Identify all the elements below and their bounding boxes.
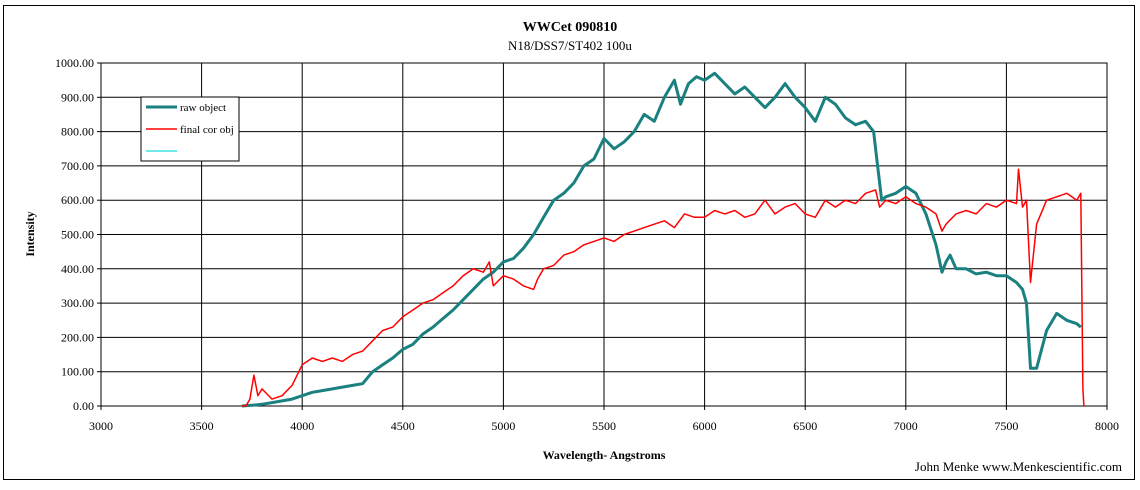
x-tick-label: 4000 [290,419,314,433]
y-tick-label: 600.00 [61,193,94,207]
credit-text: John Menke www.Menkescientific.com [915,459,1122,474]
x-tick-label: 5000 [491,419,515,433]
tick-layer: 0.00 100.00 200.00 300.00 400.00 500.00 600.00… [55,56,1119,433]
y-tick-label: 400.00 [61,262,94,276]
chart-frame [3,5,1135,480]
x-tick-label: 5500 [592,419,616,433]
y-tick-label: 700.00 [61,159,94,173]
x-tick-label: 4500 [391,419,415,433]
legend-label: raw object [180,102,226,114]
y-tick-label: 900.00 [61,90,94,104]
x-tick-label: 3500 [190,419,214,433]
chart-subtitle: N18/DSS7/ST402 100u [508,38,632,53]
y-tick-label: 300.00 [61,296,94,310]
legend: raw object final cor obj [140,96,240,162]
y-tick-label: 500.00 [61,228,94,242]
x-tick-label: 3000 [89,419,113,433]
y-tick-label: 1000.00 [55,56,94,70]
x-tick-label: 6000 [693,419,717,433]
x-axis-label: Wavelength- Angstroms [543,448,666,462]
x-tick-label: 7000 [894,419,918,433]
y-tick-label: 100.00 [61,365,94,379]
series-line-2 [241,168,1085,407]
y-tick-label: 0.00 [73,399,94,413]
x-tick-label: 6500 [793,419,817,433]
legend-label: final cor obj [180,124,234,136]
series-layer [241,71,1085,408]
x-tick-label: 7500 [994,419,1018,433]
series-line-1 [241,71,1082,408]
y-tick-label: 200.00 [61,330,94,344]
x-tick-label: 8000 [1095,419,1119,433]
chart-title: WWCet 090810 [523,20,618,35]
y-tick-label: 800.00 [61,125,94,139]
grid-layer [100,62,1108,407]
y-axis-label: Intensity [23,211,37,256]
